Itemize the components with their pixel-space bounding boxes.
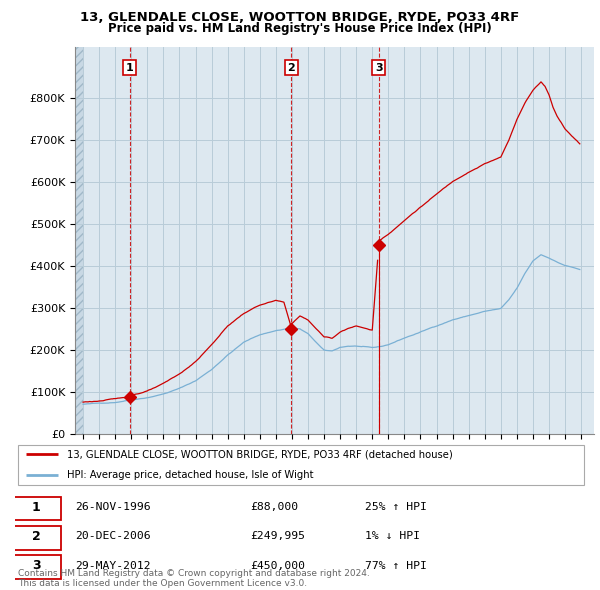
Text: 1% ↓ HPI: 1% ↓ HPI — [365, 532, 419, 542]
Text: Price paid vs. HM Land Registry's House Price Index (HPI): Price paid vs. HM Land Registry's House … — [108, 22, 492, 35]
Text: £249,995: £249,995 — [250, 532, 305, 542]
Text: 2: 2 — [287, 63, 295, 73]
Text: 1: 1 — [32, 501, 41, 514]
Text: HPI: Average price, detached house, Isle of Wight: HPI: Average price, detached house, Isle… — [67, 470, 313, 480]
Text: 20-DEC-2006: 20-DEC-2006 — [75, 532, 151, 542]
FancyBboxPatch shape — [12, 526, 61, 549]
Text: 25% ↑ HPI: 25% ↑ HPI — [365, 502, 427, 512]
Text: £88,000: £88,000 — [250, 502, 298, 512]
Text: 3: 3 — [375, 63, 383, 73]
FancyBboxPatch shape — [18, 445, 584, 484]
Text: Contains HM Land Registry data © Crown copyright and database right 2024.
This d: Contains HM Land Registry data © Crown c… — [18, 569, 370, 588]
Bar — [75, 47, 83, 434]
Text: 29-MAY-2012: 29-MAY-2012 — [75, 560, 151, 571]
Text: 77% ↑ HPI: 77% ↑ HPI — [365, 560, 427, 571]
Text: 1: 1 — [126, 63, 134, 73]
Text: £450,000: £450,000 — [250, 560, 305, 571]
FancyBboxPatch shape — [12, 555, 61, 579]
Text: 13, GLENDALE CLOSE, WOOTTON BRIDGE, RYDE, PO33 4RF (detached house): 13, GLENDALE CLOSE, WOOTTON BRIDGE, RYDE… — [67, 450, 452, 460]
Text: 3: 3 — [32, 559, 41, 572]
Text: 13, GLENDALE CLOSE, WOOTTON BRIDGE, RYDE, PO33 4RF: 13, GLENDALE CLOSE, WOOTTON BRIDGE, RYDE… — [80, 11, 520, 24]
FancyBboxPatch shape — [12, 497, 61, 520]
Text: 26-NOV-1996: 26-NOV-1996 — [75, 502, 151, 512]
Text: 2: 2 — [32, 530, 41, 543]
